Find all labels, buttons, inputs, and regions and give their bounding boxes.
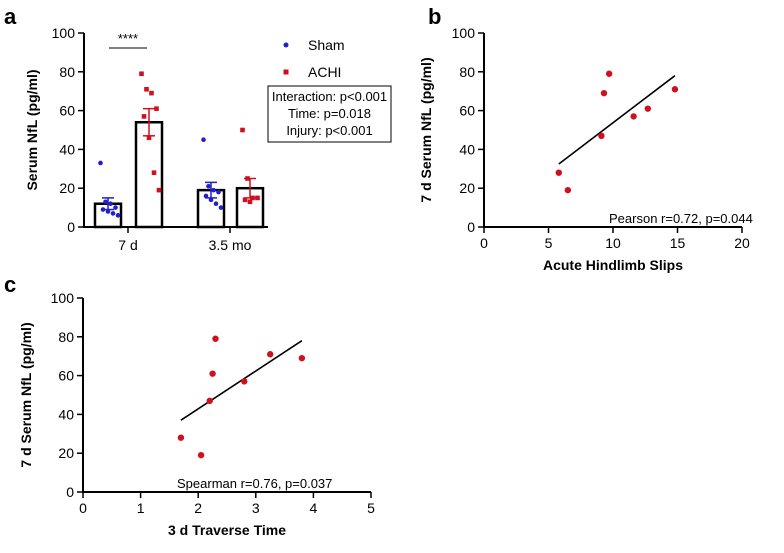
data-point-achi [242,197,248,203]
x-category-label: 7 d [118,237,137,253]
data-point [600,89,608,97]
data-point [241,378,248,385]
data-point-achi [149,90,154,96]
y-tick-label: 100 [452,25,476,41]
data-point-achi [156,187,162,193]
y-tick-label: 40 [59,141,75,157]
panel-b-correlation: Pearson r=0.72, p=0.044 [609,211,753,226]
data-point [197,451,205,459]
x-tick-label: 15 [670,235,686,251]
x-tick-label: 2 [194,500,202,516]
data-point-sham [113,205,118,210]
panel-b-letter: b [428,4,441,29]
data-point-achi [144,86,149,92]
legend-sham-label: Sham [308,37,345,53]
y-tick-label: 20 [58,445,74,461]
y-axis-title: 7 d Serum NfL (pg/ml) [18,322,34,467]
data-point [209,370,216,377]
y-tick-label: 60 [59,103,75,119]
data-point [206,397,213,405]
stats-interaction: Interaction: p<0.001 [272,89,387,104]
data-point-sham [211,187,216,193]
y-tick-label: 0 [66,484,74,500]
data-point-sham [213,201,219,207]
x-tick-label: 0 [480,235,488,251]
y-tick-label: 60 [58,368,74,384]
panel-c-chart: c 0 20 40 60 80 100 0 1 2 3 4 5 7 d Serum NfL (pg/ml… [4,272,375,538]
stats-injury: Injury: p<0.001 [286,123,372,138]
data-point [555,169,563,176]
y-tick-label: 40 [459,141,475,157]
data-point-sham [108,201,113,207]
data-point-sham [216,189,221,195]
data-point-sham [115,213,121,218]
data-point-achi [154,106,159,111]
data-point-sham [201,137,206,142]
data-point [644,105,652,112]
data-point-sham [103,199,108,205]
x-tick-label: 5 [367,500,375,516]
data-point [605,70,613,77]
legend-sham-marker [283,42,289,48]
y-tick-label: 40 [58,406,74,422]
data-point-sham [105,209,111,214]
x-tick-label: 0 [79,500,87,516]
panel-a-letter: a [4,4,17,29]
y-tick-label: 100 [51,290,75,306]
stats-box: Interaction: p<0.001 Time: p=0.018 Injur… [267,85,392,143]
data-point-achi [151,170,157,175]
data-point [212,335,219,342]
legend-achi-marker [283,69,289,75]
stats-time: Time: p=0.018 [288,106,371,121]
y-tick-label: 80 [459,64,475,80]
data-point-sham [110,211,116,216]
data-point [177,434,185,441]
data-point [598,132,605,140]
regression-line [558,75,676,165]
y-tick-label: 20 [459,180,475,196]
y-axis-title: 7 d Serum NfL (pg/ml) [418,57,434,202]
data-point [671,86,679,93]
panel-c-correlation: Spearman r=0.76, p=0.037 [177,476,332,491]
legend-achi-label: ACHI [308,64,341,80]
y-tick-label: 60 [459,103,475,119]
data-point-achi [146,135,152,141]
y-tick-label: 20 [59,180,75,196]
data-point-achi [255,195,260,201]
y-axis-title: Serum NfL (pg/ml) [24,69,40,190]
y-tick-label: 0 [467,219,475,235]
data-point-achi [240,127,245,133]
data-point [298,354,306,362]
data-point-sham [218,205,224,210]
data-point [564,186,572,194]
data-point [630,113,637,120]
data-point-sham [208,197,214,203]
x-axis-title: 3 d Traverse Time [168,522,286,538]
data-point-achi [141,114,147,119]
x-tick-label: 5 [545,235,553,251]
x-category-label: 3.5 mo [209,237,252,253]
data-point-achi [139,71,144,77]
x-tick-label: 10 [605,235,621,251]
x-tick-label: 3 [252,500,260,516]
significance-label: **** [118,31,138,46]
y-tick-label: 80 [58,329,74,345]
panel-c-letter: c [4,272,16,297]
data-point [267,351,274,358]
legend: Sham ACHI [283,37,345,80]
y-tick-label: 80 [59,64,75,80]
x-axis-title: Acute Hindlimb Slips [543,257,683,273]
x-tick-label: 20 [734,235,750,251]
x-tick-label: 4 [310,500,318,516]
data-point-sham [98,160,103,166]
data-point-achi [247,199,253,205]
y-tick-label: 100 [52,25,76,41]
panel-a-chart: a 0 20 40 60 80 100 Serum NfL (pg/ml) 7 d 3.5 mo… [4,4,392,253]
x-tick-label: 1 [137,500,145,516]
data-point-sham [203,193,209,199]
panel-b-chart: b 0 20 40 60 80 100 0 5 10 15 20 7 d Serum NfL (pg/… [418,4,753,273]
y-tick-label: 0 [67,219,75,235]
data-point-sham [206,183,211,189]
